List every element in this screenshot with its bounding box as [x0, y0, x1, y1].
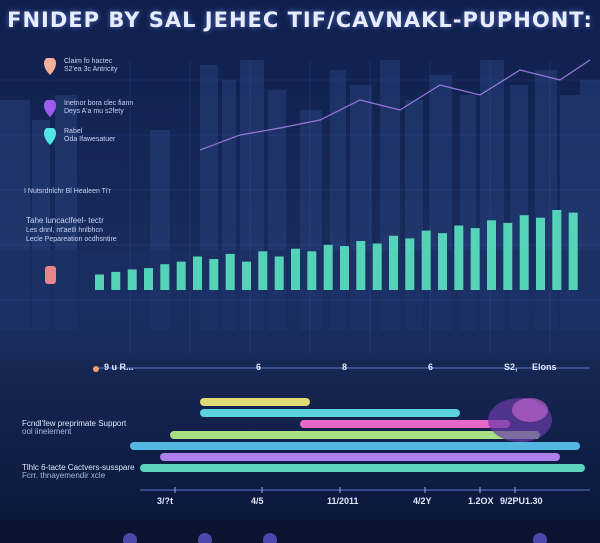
upper-axis-tick: Elons [532, 362, 557, 372]
annotation-left-title: Tahe luncaclfeel- tectr [26, 216, 104, 225]
bar-upper-24 [470, 228, 480, 290]
footer-dot [263, 533, 277, 543]
droplet-icon [44, 58, 56, 75]
bar-upper-5 [160, 264, 170, 290]
bar-label-line: Fcndl'few preprimate Support [22, 419, 127, 428]
bar-lower-2-0 [300, 420, 510, 428]
bar-upper-9 [225, 253, 235, 290]
legend-line: Inetnor bora clec fiann [64, 100, 134, 107]
bar-upper-23 [454, 225, 464, 290]
building [350, 85, 372, 330]
bottom-axis-tick: 9/2PU1.30 [500, 496, 543, 506]
bottom-axis-tick: 4/2Y [413, 496, 432, 506]
bottom-axis-tick: 3/?t [157, 496, 174, 506]
bar-upper-25 [487, 220, 496, 290]
upper-axis-tick: 9 u R... [104, 362, 134, 372]
droplet-icon [44, 128, 56, 145]
bar-upper-17 [356, 241, 366, 290]
bar-label: Tlhlc 6-tacte Cactvers-susspare Fcrr. th… [22, 464, 134, 480]
bar-upper-13 [291, 248, 300, 290]
legend-line: Oda Ifawesatuer [64, 136, 116, 143]
annotation-left-line: Lecle Pepareation ocdhsntire [26, 236, 117, 243]
bar-upper-3 [127, 269, 137, 290]
footer-dot [533, 533, 547, 543]
bar-upper-19 [389, 235, 398, 290]
legend-line: S2'ea 3c Antricity [64, 66, 118, 73]
building [300, 110, 322, 330]
bar-upper-27 [519, 215, 529, 290]
bar-upper-15 [323, 244, 333, 290]
legend-line: Rabel [64, 128, 83, 135]
bar-upper-12 [274, 256, 284, 290]
legend-item-1: Inetnor bora clec fiann Deys A'a mu s2fet… [42, 100, 222, 124]
bar-label: Fcndl'few preprimate Support ool iinelem… [22, 420, 126, 436]
legend-line: Claim fo hactec [64, 58, 113, 65]
bar-upper-29 [552, 210, 562, 290]
legend-line: Deys A'a mu s2fety [64, 108, 124, 115]
bar-upper-22 [438, 233, 447, 290]
legend-item-0: Claim fo hactec S2'ea 3c Antricity [42, 58, 222, 82]
bar-lower-6-0 [140, 464, 585, 472]
bar-lower-0-0 [200, 398, 310, 406]
bar-upper-21 [421, 230, 431, 290]
trend-line [199, 59, 591, 151]
building [580, 80, 600, 330]
bar-label-line: ool iinelement [22, 427, 72, 436]
bar-upper-26 [503, 222, 513, 290]
bar-upper-10 [242, 261, 251, 290]
upper-axis-tick: S2, [504, 362, 518, 372]
building [55, 95, 77, 330]
upper-axis-tick: 6 [428, 362, 434, 372]
footer-dot [198, 533, 212, 543]
chart-title: FNIDEP BY SAL JEHEC TIF/CAVNAKL-PUPHONT: [7, 8, 593, 32]
axis-marker [93, 366, 99, 372]
bar-upper-30 [568, 212, 578, 290]
bar-upper-14 [307, 251, 317, 290]
bar-label-line: Fcrr. thnayemendir xcle [22, 471, 106, 480]
bar-upper-2 [111, 271, 121, 290]
bar-upper-8 [209, 259, 219, 290]
marker-square [45, 266, 56, 284]
bottom-axis-tick: 11/2011 [327, 496, 359, 506]
upper-axis-tick: 8 [342, 362, 348, 372]
bar-upper-1 [95, 274, 104, 290]
bar-upper-6 [176, 261, 186, 290]
bar-upper-28 [536, 217, 545, 290]
bar-label-line: Tlhlc 6-tacte Cactvers-susspare [22, 463, 135, 472]
bottom-axis-tick: 4/5 [251, 496, 264, 506]
bar-upper-20 [405, 238, 415, 290]
glow-blob [512, 398, 548, 422]
bar-upper-4 [144, 268, 153, 290]
annotation-left-line: Les dnnl, nt'aetli hnlbhcn [26, 227, 103, 234]
building [0, 100, 30, 330]
bar-upper-11 [258, 251, 268, 290]
bar-upper-7 [193, 256, 202, 290]
bar-upper-16 [340, 246, 349, 290]
bar-lower-5-0 [160, 453, 560, 461]
bar-lower-3-0 [170, 431, 540, 439]
footer-strip [0, 520, 600, 543]
droplet-icon [44, 100, 56, 117]
bar-lower-4-0 [130, 442, 580, 450]
bottom-axis-tick: 1.2OX [468, 496, 494, 506]
upper-axis-tick: 6 [256, 362, 262, 372]
annotation-mid: I Nutsrdnlchr Bl Healeen Ti'r [24, 188, 111, 195]
legend-item-2: Rabel Oda Ifawesatuer [42, 128, 222, 152]
footer-dot [123, 533, 137, 543]
bar-upper-18 [372, 243, 382, 290]
bar-lower-1-0 [200, 409, 460, 417]
